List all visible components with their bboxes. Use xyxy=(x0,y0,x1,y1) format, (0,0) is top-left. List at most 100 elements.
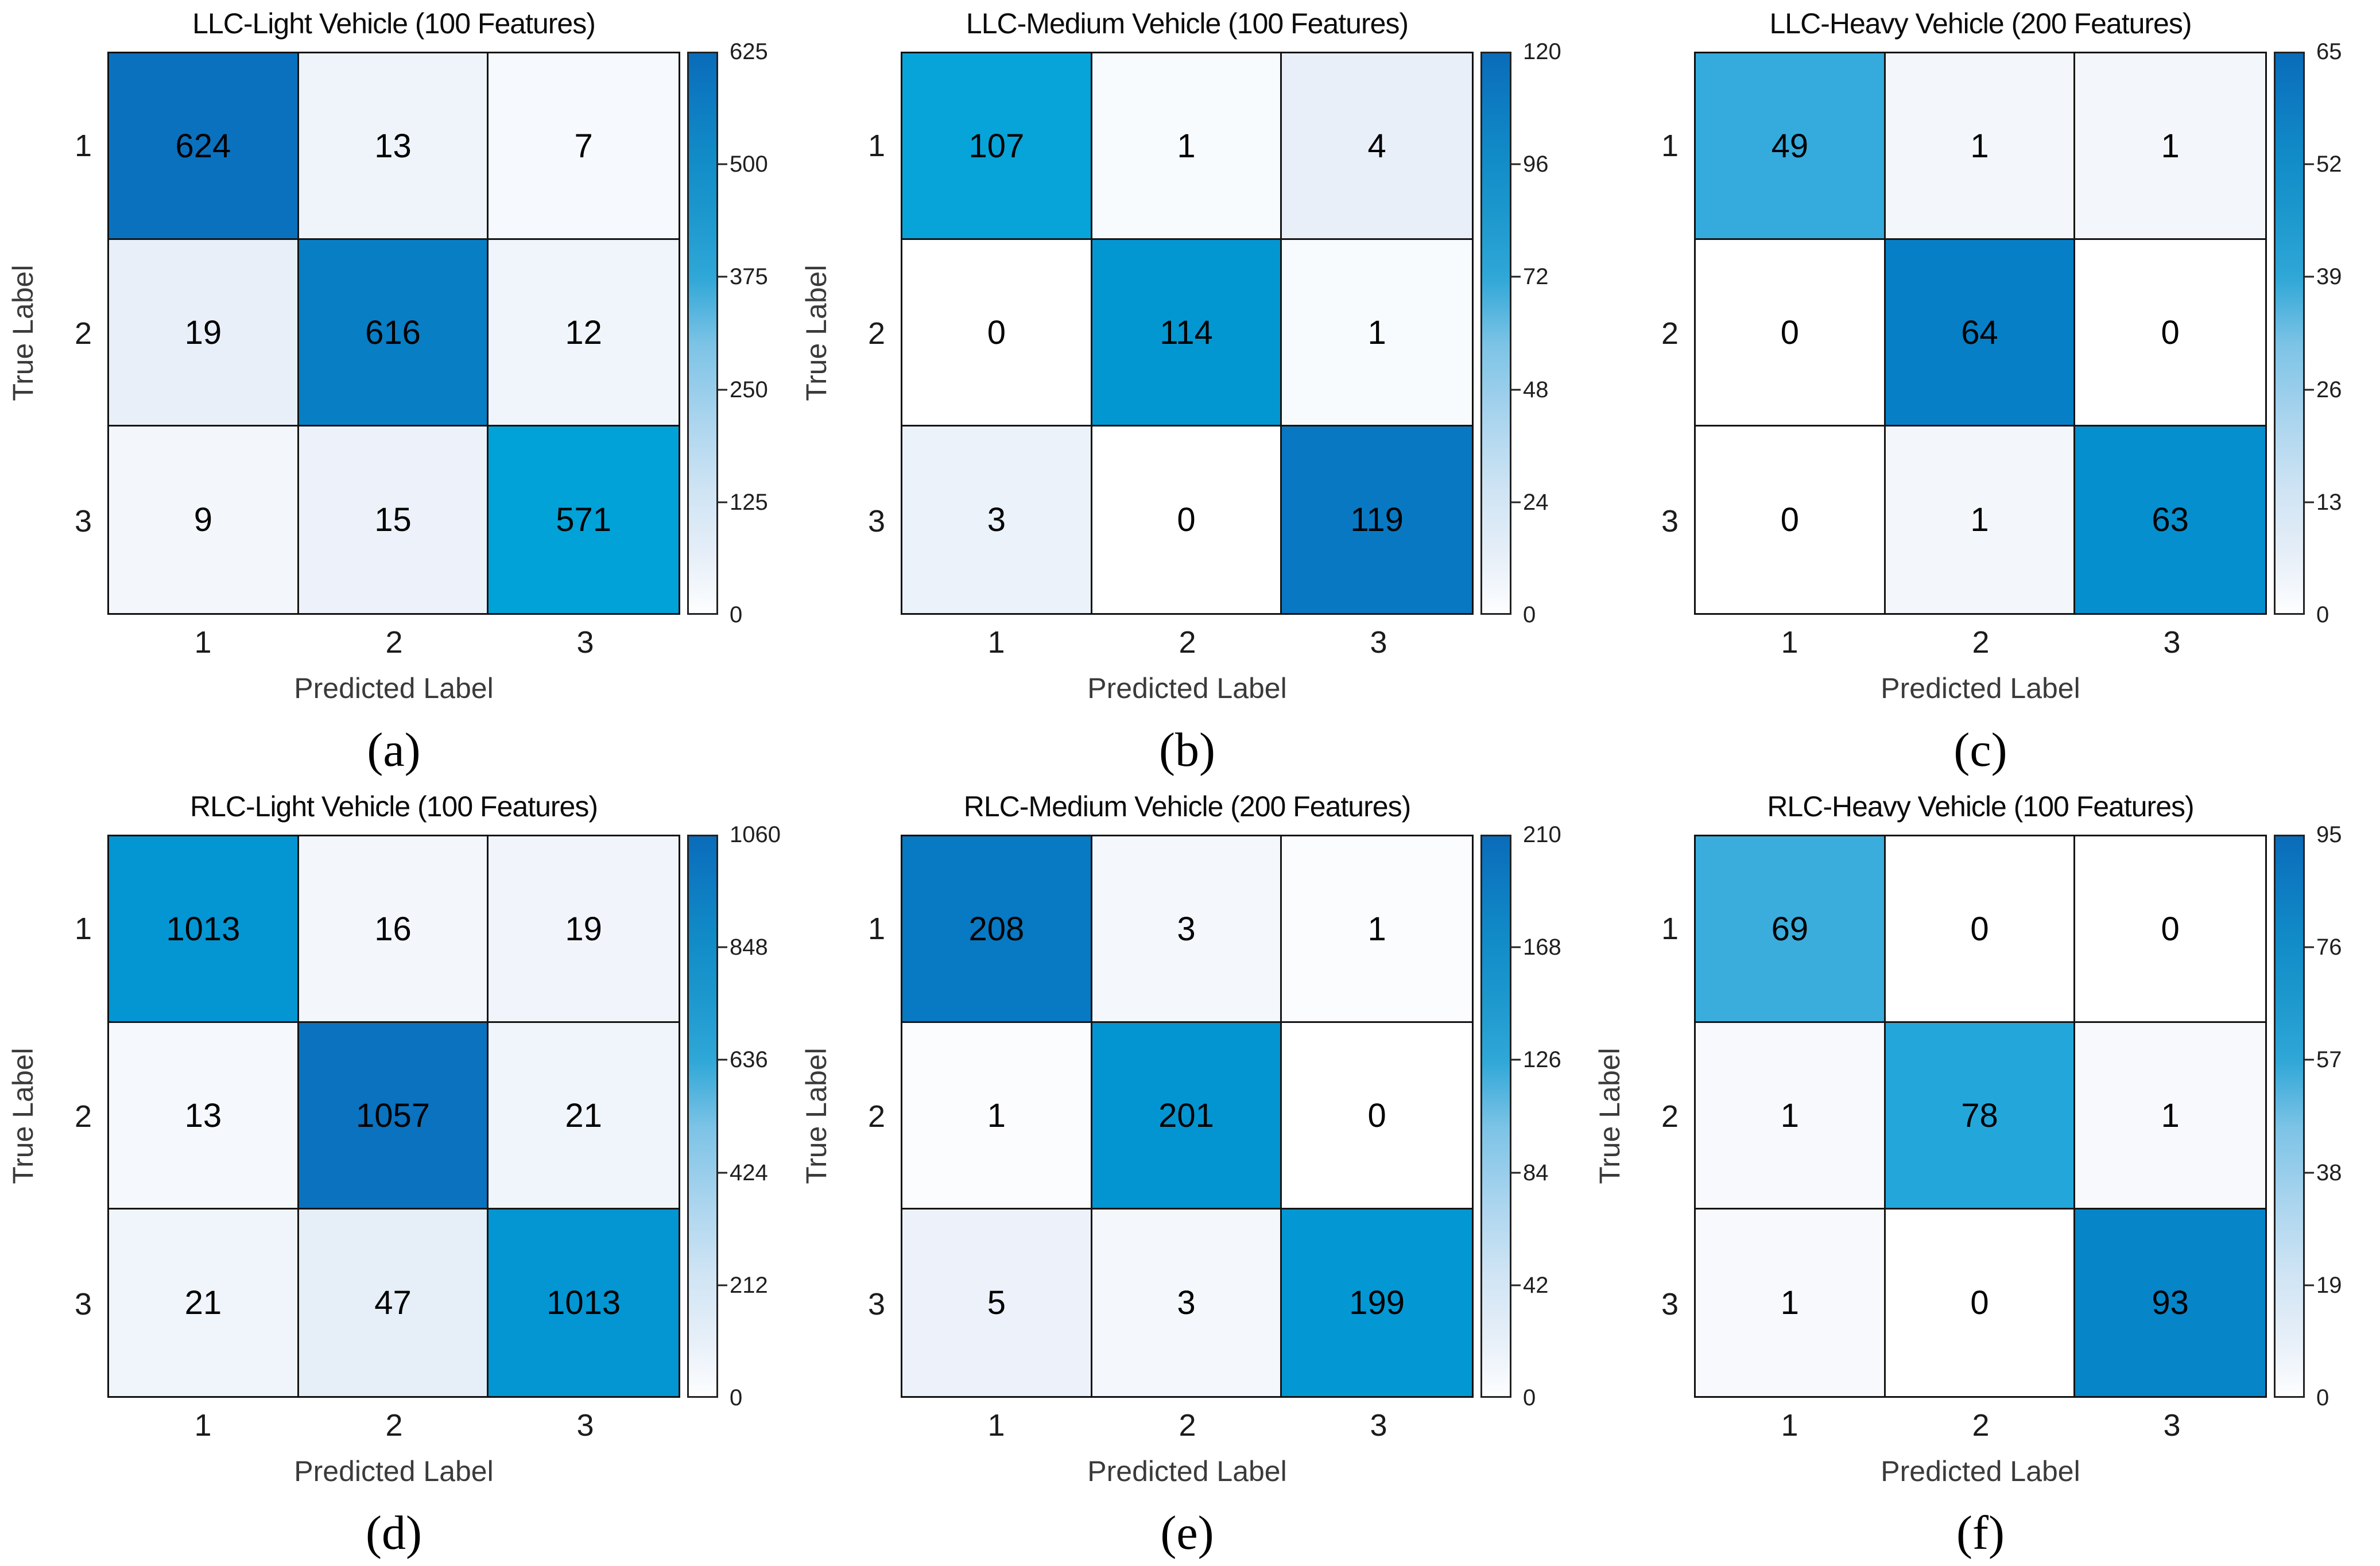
y-tick-label: 1 xyxy=(74,911,92,946)
colorbar-tick-mark xyxy=(2304,1284,2314,1286)
confusion-matrix-panel-f: RLC-Heavy Vehicle (100 Features) True La… xyxy=(1587,783,2380,1566)
colorbar-tick-label: 625 xyxy=(730,39,768,64)
matrix-cell: 0 xyxy=(1092,427,1282,613)
colorbar-tick-label: 84 xyxy=(1523,1160,1549,1185)
matrix-cell: 107 xyxy=(902,53,1092,240)
matrix-cell: 571 xyxy=(489,427,679,613)
colorbar-tick-label: 0 xyxy=(2316,1385,2329,1410)
colorbar-tick-mark xyxy=(1510,1172,1521,1174)
matrix-cell: 78 xyxy=(1885,1023,2076,1210)
x-tick-label: 1 xyxy=(987,625,1005,660)
x-axis-label: Predicted Label xyxy=(1881,1455,2080,1487)
chart-title: LLC-Heavy Vehicle (200 Features) xyxy=(1769,7,2192,40)
colorbar xyxy=(2274,52,2305,615)
x-axis-label: Predicted Label xyxy=(1087,672,1287,704)
colorbar-tick-label: 65 xyxy=(2316,39,2342,64)
colorbar-tick-mark xyxy=(717,1284,727,1286)
matrix-cell: 93 xyxy=(2075,1210,2265,1396)
colorbar-tick-label: 0 xyxy=(730,602,743,627)
chart-title: LLC-Medium Vehicle (100 Features) xyxy=(966,7,1409,40)
heatmap-grid: 49 1 1 0 64 0 0 1 63 xyxy=(1694,52,2267,615)
matrix-cell: 49 xyxy=(1696,53,1886,240)
x-tick-label: 2 xyxy=(1972,1408,1990,1443)
matrix-cell: 3 xyxy=(902,427,1092,613)
y-tick-label: 2 xyxy=(867,316,885,351)
panel-caption: (d) xyxy=(366,1506,422,1560)
colorbar-tick-label: 0 xyxy=(1523,602,1536,627)
colorbar-tick-label: 24 xyxy=(1523,489,1549,515)
y-tick-label: 3 xyxy=(74,1286,92,1321)
chart-title: RLC-Medium Vehicle (200 Features) xyxy=(963,790,1411,823)
colorbar-tick-mark xyxy=(1510,1059,1521,1061)
matrix-cell: 1 xyxy=(1696,1023,1886,1210)
y-tick-label: 2 xyxy=(867,1099,885,1134)
colorbar-tick-label: 848 xyxy=(730,935,768,960)
colorbar-tick-label: 48 xyxy=(1523,377,1549,402)
panel-caption: (e) xyxy=(1160,1506,1214,1560)
matrix-cell: 15 xyxy=(299,427,489,613)
matrix-cell: 16 xyxy=(299,836,489,1023)
matrix-cell: 0 xyxy=(1885,836,2076,1023)
matrix-cell: 1 xyxy=(1696,1210,1886,1396)
colorbar-tick-label: 72 xyxy=(1523,264,1549,290)
colorbar-tick-label: 52 xyxy=(2316,152,2342,177)
matrix-cell: 1013 xyxy=(109,836,299,1023)
colorbar-tick-label: 26 xyxy=(2316,377,2342,402)
colorbar-tick-mark xyxy=(1510,946,1521,948)
matrix-cell: 3 xyxy=(1092,836,1282,1023)
matrix-cell: 1 xyxy=(1282,836,1472,1023)
colorbar-tick-label: 95 xyxy=(2316,822,2342,847)
matrix-cell: 1 xyxy=(1885,53,2076,240)
matrix-cell: 0 xyxy=(1282,1023,1472,1210)
panel-caption: (f) xyxy=(1956,1506,2005,1560)
heatmap-grid: 1013 16 19 13 1057 21 21 47 1013 xyxy=(107,835,680,1398)
y-tick-label: 1 xyxy=(867,911,885,946)
x-tick-label: 3 xyxy=(1370,1408,1387,1443)
y-tick-label: 3 xyxy=(1661,1286,1679,1321)
colorbar-tick-label: 1060 xyxy=(730,822,781,847)
matrix-cell: 5 xyxy=(902,1210,1092,1396)
y-tick-label: 1 xyxy=(1661,911,1679,946)
colorbar-tick-label: 375 xyxy=(730,264,768,290)
colorbar-tick-mark xyxy=(717,501,727,503)
matrix-cell: 1 xyxy=(2075,1023,2265,1210)
colorbar-tick-mark xyxy=(1510,1284,1521,1286)
colorbar-tick-mark xyxy=(717,163,727,165)
colorbar-tick-label: 57 xyxy=(2316,1047,2342,1073)
x-tick-label: 1 xyxy=(1781,625,1798,660)
colorbar-tick-label: 0 xyxy=(1523,1385,1536,1410)
colorbar-tick-mark xyxy=(1510,501,1521,503)
matrix-cell: 3 xyxy=(1092,1210,1282,1396)
matrix-cell: 19 xyxy=(489,836,679,1023)
x-tick-label: 2 xyxy=(1179,1408,1196,1443)
colorbar-tick-label: 13 xyxy=(2316,489,2342,515)
x-tick-label: 1 xyxy=(1781,1408,1798,1443)
heatmap-grid: 208 3 1 1 201 0 5 3 199 xyxy=(901,835,1474,1398)
panel-caption: (c) xyxy=(1953,723,2007,777)
colorbar-tick-label: 42 xyxy=(1523,1272,1549,1298)
matrix-cell: 1 xyxy=(2075,53,2265,240)
matrix-cell: 4 xyxy=(1282,53,1472,240)
matrix-cell: 1 xyxy=(1092,53,1282,240)
matrix-cell: 69 xyxy=(1696,836,1886,1023)
colorbar-tick-label: 125 xyxy=(730,489,768,515)
colorbar-tick-label: 500 xyxy=(730,152,768,177)
chart-title: LLC-Light Vehicle (100 Features) xyxy=(192,7,596,40)
colorbar-tick-mark xyxy=(717,1172,727,1174)
confusion-matrix-panel-a: LLC-Light Vehicle (100 Features) True La… xyxy=(0,0,793,783)
colorbar-tick-label: 0 xyxy=(730,1385,743,1410)
x-tick-label: 2 xyxy=(385,625,403,660)
y-tick-label: 3 xyxy=(867,1286,885,1321)
y-tick-label: 3 xyxy=(1661,503,1679,538)
colorbar-tick-label: 126 xyxy=(1523,1047,1561,1073)
y-tick-label: 2 xyxy=(1661,316,1679,351)
x-tick-label: 1 xyxy=(194,625,212,660)
colorbar-tick-mark xyxy=(2304,1172,2314,1174)
matrix-cell: 119 xyxy=(1282,427,1472,613)
colorbar-tick-mark xyxy=(2304,946,2314,948)
y-tick-label: 3 xyxy=(74,503,92,538)
colorbar-tick-label: 96 xyxy=(1523,152,1549,177)
matrix-cell: 9 xyxy=(109,427,299,613)
